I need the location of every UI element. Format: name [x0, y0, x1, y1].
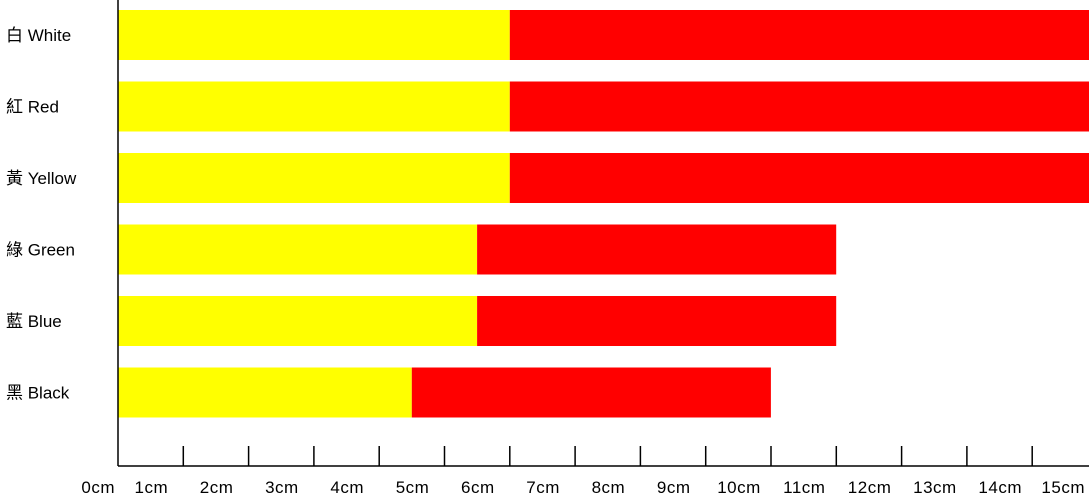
- x-tick-label: 9cm: [657, 478, 691, 497]
- x-tick-label: 14cm: [978, 478, 1022, 497]
- x-tick-label: 12cm: [848, 478, 892, 497]
- bar-segment-2: [509, 81, 1089, 132]
- x-ticks: 0cm 1cm 2cm 3cm 4cm 5cm 6cm 7cm 8cm 9cm 10cm 11cm 12…: [81, 446, 1085, 497]
- x-tick-label: 13cm: [913, 478, 957, 497]
- bar-segment-1: [118, 10, 510, 60]
- x-tick-label: 6cm: [461, 478, 495, 497]
- bars-layer: [118, 10, 1089, 418]
- bar-segment-1: [118, 367, 412, 418]
- x-tick-label: 5cm: [396, 478, 430, 497]
- x-tick-label: 8cm: [592, 478, 626, 497]
- axes-layer: [117, 0, 1089, 467]
- x-tick-label: 0cm: [81, 478, 115, 497]
- x-tick-label: 1cm: [134, 478, 168, 497]
- bar-segment-1: [118, 81, 510, 132]
- category-label: 白 White: [6, 26, 71, 45]
- bar-segment-2: [509, 10, 1089, 60]
- category-label: 黑 Black: [6, 384, 70, 403]
- bar-segment-2: [477, 296, 837, 346]
- category-label: 綠 Green: [6, 241, 75, 260]
- category-label: 藍 Blue: [6, 312, 62, 331]
- x-tick-label: 10cm: [717, 478, 761, 497]
- bar-segment-2: [509, 153, 1089, 203]
- category-label: 黃 Yellow: [6, 169, 77, 188]
- bar-segment-1: [118, 153, 510, 203]
- x-tick-label: 11cm: [783, 478, 825, 497]
- bar-segment-1: [118, 224, 478, 275]
- x-tick-label: 2cm: [200, 478, 234, 497]
- category-label: 紅 Red: [6, 98, 59, 117]
- x-tick-label: 7cm: [526, 478, 560, 497]
- x-tick-label: 15cm: [1041, 478, 1085, 497]
- x-tick-label: 3cm: [265, 478, 299, 497]
- category-labels: 白 White 紅 Red 黃 Yellow 綠 Green 藍 Blue 黑 Black: [6, 26, 77, 403]
- bar-segment-1: [118, 296, 478, 346]
- bar-segment-2: [411, 367, 771, 418]
- x-tick-label: 4cm: [330, 478, 364, 497]
- bar-segment-2: [477, 224, 837, 275]
